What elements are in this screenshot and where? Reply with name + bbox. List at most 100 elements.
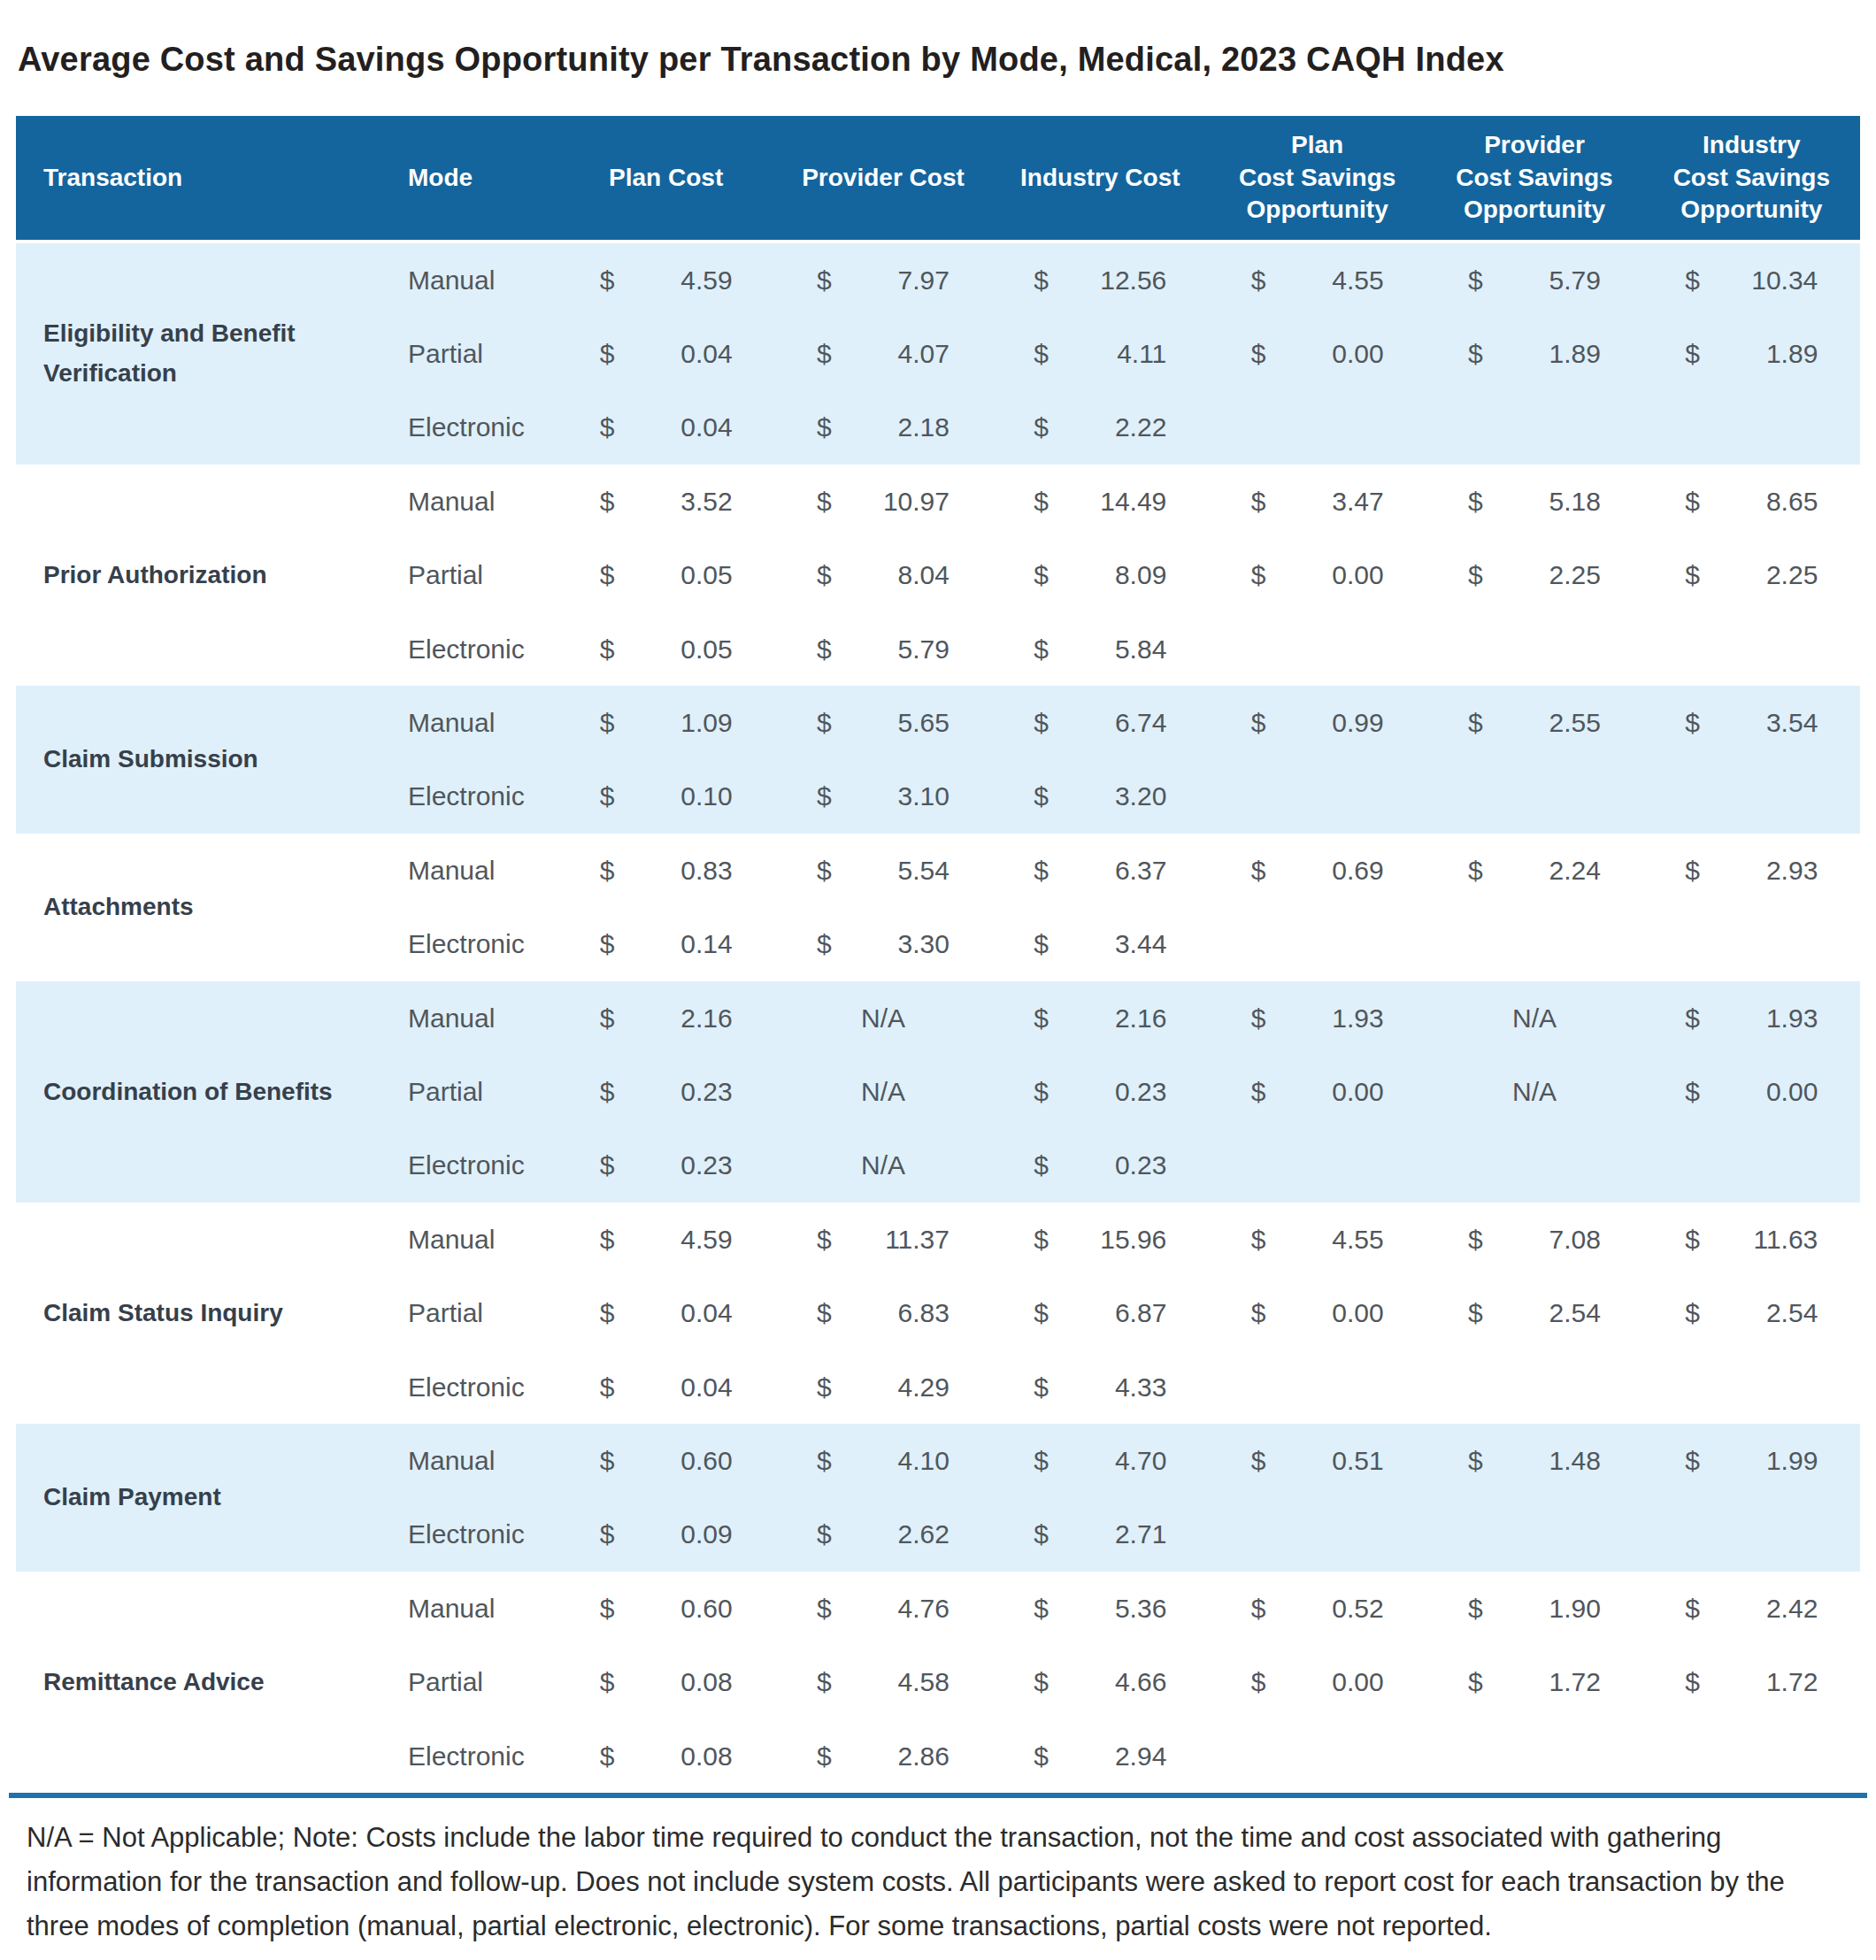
value-cell: $5.54 xyxy=(774,834,991,907)
divider-rule xyxy=(9,1793,1867,1798)
value-cell: $4.59 xyxy=(557,243,774,317)
mode-cell: Electronic xyxy=(381,391,557,465)
mode-cell: Electronic xyxy=(381,908,557,981)
cost-table: TransactionModePlan CostProvider CostInd… xyxy=(16,116,1860,1793)
value-cell: $0.00 xyxy=(1209,317,1426,390)
value-cell xyxy=(1426,391,1642,465)
value-cell: N/A xyxy=(1426,981,1642,1055)
value-cell: $2.42 xyxy=(1643,1572,1860,1645)
value-cell xyxy=(1426,1498,1642,1572)
value-cell: $0.05 xyxy=(557,612,774,686)
value-cell: $0.00 xyxy=(1209,539,1426,612)
value-cell xyxy=(1643,612,1860,686)
value-cell: $10.97 xyxy=(774,465,991,538)
mode-cell: Manual xyxy=(381,465,557,538)
value-cell: $1.72 xyxy=(1643,1645,1860,1718)
value-cell: $3.10 xyxy=(774,760,991,834)
value-cell: $6.74 xyxy=(992,686,1209,759)
value-cell: $0.52 xyxy=(1209,1572,1426,1645)
value-cell: $0.08 xyxy=(557,1719,774,1793)
value-cell: $0.00 xyxy=(1643,1055,1860,1128)
value-cell: $5.79 xyxy=(774,612,991,686)
value-cell: $5.84 xyxy=(992,612,1209,686)
value-cell: $1.09 xyxy=(557,686,774,759)
value-cell: $15.96 xyxy=(992,1203,1209,1276)
value-cell: $5.79 xyxy=(1426,243,1642,317)
transaction-label: Attachments xyxy=(16,888,381,927)
value-cell: $1.89 xyxy=(1426,317,1642,390)
value-cell: $2.54 xyxy=(1426,1276,1642,1349)
mode-cell: Partial xyxy=(381,1276,557,1349)
transaction-label: Claim Submission xyxy=(16,740,381,780)
value-cell xyxy=(1643,1129,1860,1203)
value-cell: $12.56 xyxy=(992,243,1209,317)
value-cell: $2.62 xyxy=(774,1498,991,1572)
transaction-label: Coordination of Benefits xyxy=(16,1072,381,1112)
value-cell xyxy=(1643,908,1860,981)
value-cell: $0.60 xyxy=(557,1424,774,1497)
column-header-mode: Mode xyxy=(381,162,557,195)
value-cell: $5.65 xyxy=(774,686,991,759)
value-cell: $0.09 xyxy=(557,1498,774,1572)
footnote: N/A = Not Applicable; Note: Costs includ… xyxy=(27,1816,1851,1948)
value-cell: $1.72 xyxy=(1426,1645,1642,1718)
value-cell xyxy=(1643,391,1860,465)
value-cell xyxy=(1643,760,1860,834)
column-header-transaction: Transaction xyxy=(16,162,381,195)
value-cell: $2.71 xyxy=(992,1498,1209,1572)
value-cell: $1.48 xyxy=(1426,1424,1642,1497)
value-cell: $0.14 xyxy=(557,908,774,981)
transaction-group: Eligibility and Benefit VerificationManu… xyxy=(16,243,1860,465)
value-cell: N/A xyxy=(1426,1055,1642,1128)
value-cell: $4.66 xyxy=(992,1645,1209,1718)
value-cell xyxy=(1426,1719,1642,1793)
transaction-label: Claim Status Inquiry xyxy=(16,1294,381,1334)
value-cell: N/A xyxy=(774,1129,991,1203)
value-cell: $7.08 xyxy=(1426,1203,1642,1276)
transaction-label: Claim Payment xyxy=(16,1478,381,1518)
mode-cell: Electronic xyxy=(381,760,557,834)
value-cell: $14.49 xyxy=(992,465,1209,538)
mode-cell: Electronic xyxy=(381,612,557,686)
value-cell: $2.24 xyxy=(1426,834,1642,907)
value-cell: $0.04 xyxy=(557,317,774,390)
value-cell: $10.34 xyxy=(1643,243,1860,317)
value-cell xyxy=(1426,908,1642,981)
value-cell: $4.07 xyxy=(774,317,991,390)
value-cell: $3.47 xyxy=(1209,465,1426,538)
value-cell: $0.05 xyxy=(557,539,774,612)
value-cell: $5.18 xyxy=(1426,465,1642,538)
value-cell xyxy=(1426,1350,1642,1424)
value-cell: $5.36 xyxy=(992,1572,1209,1645)
value-cell: $1.99 xyxy=(1643,1424,1860,1497)
value-cell: $3.44 xyxy=(992,908,1209,981)
value-cell xyxy=(1209,612,1426,686)
column-header-provider_cost: Provider Cost xyxy=(774,162,991,195)
value-cell: $8.09 xyxy=(992,539,1209,612)
mode-cell: Manual xyxy=(381,834,557,907)
table-header-row: TransactionModePlan CostProvider CostInd… xyxy=(16,116,1860,240)
value-cell: $2.93 xyxy=(1643,834,1860,907)
value-cell: $2.94 xyxy=(992,1719,1209,1793)
transaction-label: Remittance Advice xyxy=(16,1663,381,1703)
value-cell: $0.04 xyxy=(557,391,774,465)
value-cell: $0.69 xyxy=(1209,834,1426,907)
value-cell: $2.22 xyxy=(992,391,1209,465)
value-cell xyxy=(1209,1719,1426,1793)
value-cell: $2.18 xyxy=(774,391,991,465)
value-cell: $4.11 xyxy=(992,317,1209,390)
value-cell: $1.93 xyxy=(1643,981,1860,1055)
mode-cell: Partial xyxy=(381,1645,557,1718)
value-cell: $4.76 xyxy=(774,1572,991,1645)
value-cell: $0.10 xyxy=(557,760,774,834)
value-cell: $4.59 xyxy=(557,1203,774,1276)
value-cell: $0.83 xyxy=(557,834,774,907)
mode-cell: Electronic xyxy=(381,1719,557,1793)
value-cell: $11.37 xyxy=(774,1203,991,1276)
value-cell: N/A xyxy=(774,981,991,1055)
mode-cell: Manual xyxy=(381,243,557,317)
value-cell: $8.04 xyxy=(774,539,991,612)
value-cell: $2.16 xyxy=(992,981,1209,1055)
transaction-group: Claim Status InquiryManual$4.59$11.37$15… xyxy=(16,1203,1860,1424)
value-cell: $4.55 xyxy=(1209,1203,1426,1276)
